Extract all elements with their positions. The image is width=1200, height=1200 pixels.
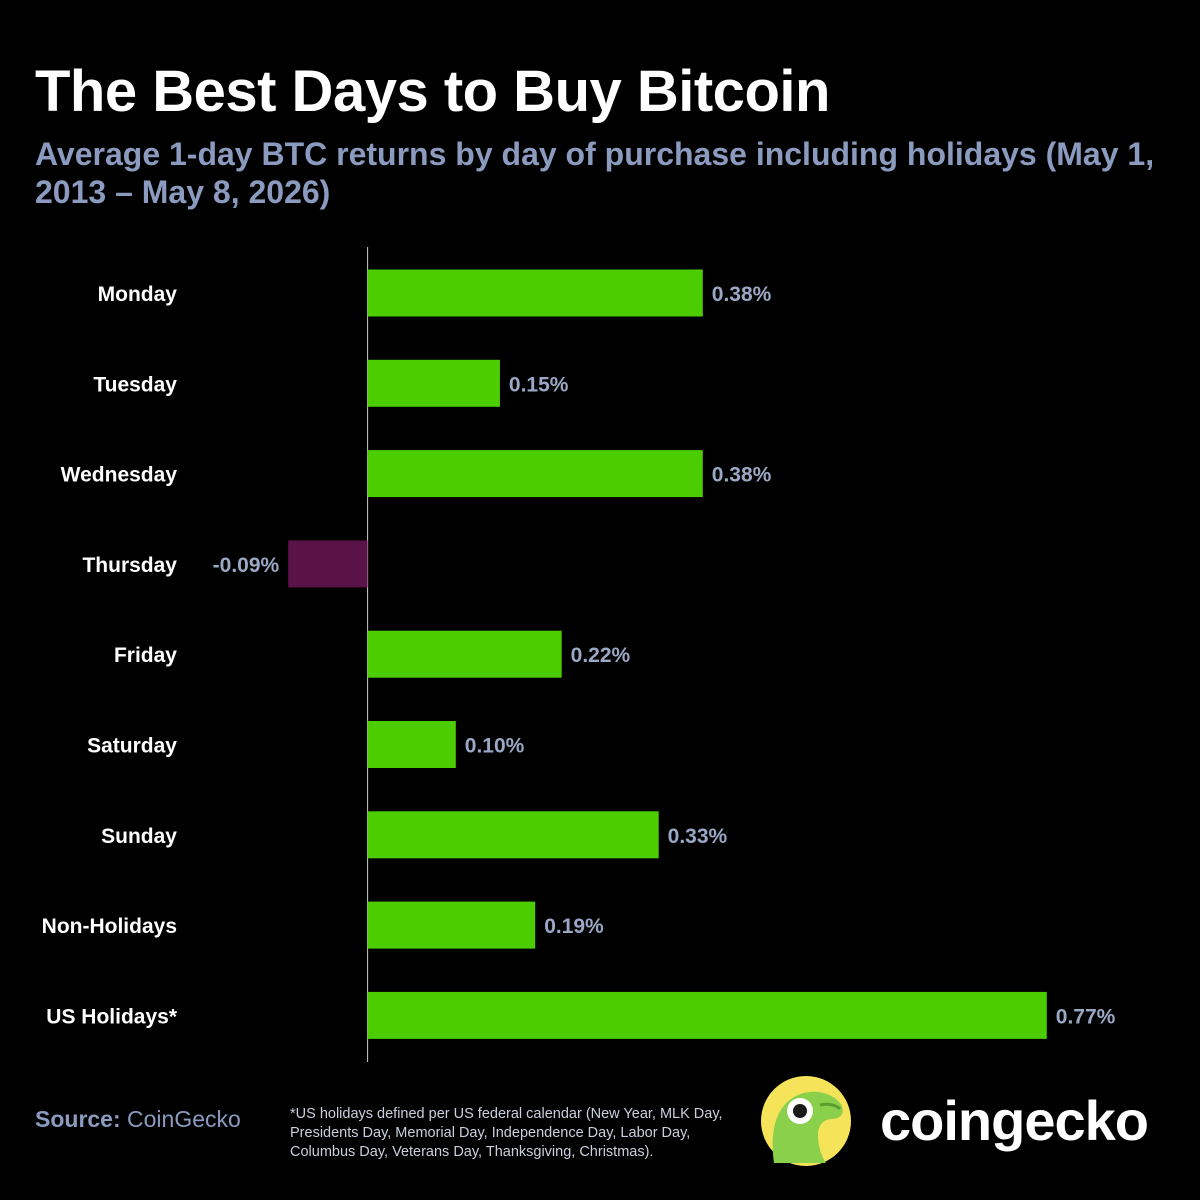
value-label: -0.09% — [213, 554, 280, 577]
value-label: 0.10% — [465, 735, 525, 758]
value-label: 0.38% — [712, 283, 772, 306]
category-label: Sunday — [101, 825, 177, 848]
source-credit: Source: CoinGecko — [35, 1106, 241, 1133]
source-label: Source: — [35, 1106, 121, 1132]
value-label: 0.77% — [1056, 1005, 1116, 1028]
category-label: Monday — [98, 283, 178, 306]
gecko-logo-icon — [761, 1076, 851, 1166]
bar-wednesday — [367, 450, 703, 498]
bar-tuesday — [367, 359, 500, 407]
value-label: 0.19% — [544, 915, 604, 938]
category-label: Wednesday — [61, 464, 178, 487]
category-label: Friday — [114, 644, 177, 667]
value-label: 0.38% — [712, 464, 772, 487]
category-label: Thursday — [82, 554, 177, 577]
bar-us-holidays — [367, 991, 1047, 1039]
chart-title: The Best Days to Buy Bitcoin — [35, 59, 830, 124]
bar-thursday — [288, 540, 368, 588]
value-label: 0.33% — [668, 825, 728, 848]
bar-monday — [367, 269, 703, 317]
category-label: Tuesday — [93, 373, 177, 396]
category-label: Non-Holidays — [42, 915, 177, 938]
bar-sunday — [367, 811, 659, 859]
holidays-footnote: *US holidays defined per US federal cale… — [290, 1106, 723, 1160]
chart-subtitle: Average 1-day BTC returns by day of purc… — [35, 136, 1155, 210]
category-label: US Holidays* — [46, 1005, 178, 1028]
value-label: 0.22% — [571, 644, 631, 667]
bar-chart: Monday 0.38% Tuesday 0.15% Wednesday 0.38% Thu… — [42, 247, 1116, 1062]
bar-saturday — [367, 721, 456, 768]
category-label: Saturday — [87, 735, 177, 758]
value-label: 0.15% — [509, 373, 569, 396]
bar-friday — [367, 630, 562, 678]
coingecko-wordmark: coingecko — [880, 1089, 1149, 1152]
source-value: CoinGecko — [127, 1106, 241, 1132]
bar-non-holidays — [367, 901, 536, 949]
